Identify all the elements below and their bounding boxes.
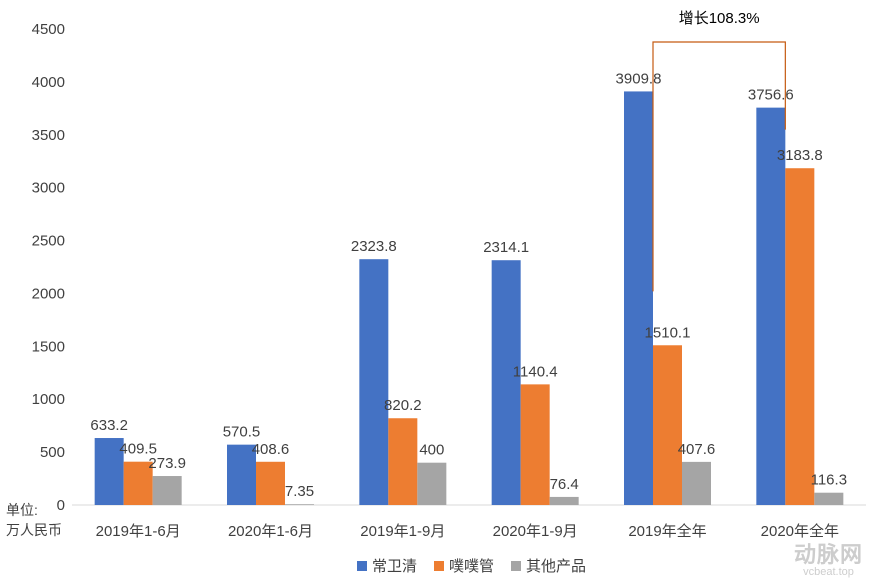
x-tick-label: 2020年1-9月: [493, 523, 578, 540]
y-tick-label: 1500: [32, 338, 65, 355]
x-tick-label: 2020年全年: [761, 522, 839, 540]
data-label: 1510.1: [645, 324, 691, 341]
data-label: 3183.8: [777, 147, 823, 164]
bar-2-5: [653, 345, 682, 505]
bar-1-6: [756, 107, 786, 506]
unit-label-line1: 单位:: [6, 502, 38, 518]
legend-label-2: 噗噗管: [449, 558, 494, 575]
data-label: 3756.6: [748, 87, 794, 104]
y-tick-label: 0: [57, 497, 65, 514]
data-label: 7.35: [285, 483, 314, 500]
data-label: 570.5: [223, 424, 261, 441]
x-tick-label: 2020年1-6月: [228, 523, 313, 540]
watermark-url: vcbeat.top: [803, 566, 854, 578]
legend-swatch-3: [511, 561, 521, 571]
bar-3-2: [285, 504, 314, 505]
legend-label-1: 常卫清: [372, 558, 417, 575]
bar-3-1: [152, 476, 182, 505]
data-label: 273.9: [148, 455, 186, 472]
y-tick-label: 3000: [32, 180, 65, 197]
y-tick-label: 4500: [32, 21, 65, 38]
y-tick-label: 3500: [32, 127, 65, 144]
bar-2-3: [388, 418, 418, 505]
data-label: 400: [419, 442, 444, 459]
bar-2-4: [520, 384, 550, 505]
bar-1-2: [227, 444, 256, 505]
data-label: 3909.8: [616, 70, 662, 87]
watermark-logo: 动脉网: [793, 542, 863, 567]
bar-2-2: [256, 461, 285, 505]
data-label: 408.6: [252, 441, 290, 458]
watermark: 动脉网 vcbeat.top: [793, 542, 863, 579]
y-tick-label: 500: [40, 444, 65, 461]
y-tick-label: 4000: [32, 74, 65, 91]
data-label: 1140.4: [513, 363, 558, 380]
data-label: 820.2: [384, 397, 422, 414]
legend-label-3: 其他产品: [526, 558, 586, 575]
unit-label-line2: 万人民币: [6, 522, 62, 538]
growth-annotation: 增长108.3%: [679, 10, 760, 27]
bar-3-4: [549, 496, 579, 505]
bar-1-1: [94, 438, 124, 505]
bar-1-3: [359, 259, 389, 505]
data-label: 116.3: [811, 472, 847, 489]
data-label: 2323.8: [351, 238, 397, 255]
legend-swatch-1: [357, 561, 367, 571]
y-axis-unit-label: 单位: 万人民币: [6, 500, 62, 540]
legend-swatch-2: [434, 561, 444, 571]
x-tick-label: 2019年全年: [628, 522, 706, 540]
bar-2-6: [785, 168, 815, 505]
bar-3-6: [814, 492, 844, 505]
bar-1-4: [491, 260, 521, 505]
x-tick-label: 2019年1-6月: [96, 523, 181, 540]
y-tick-label: 2500: [32, 233, 65, 250]
bar-3-3: [417, 462, 447, 505]
data-label: 76.4: [550, 476, 579, 493]
data-label: 407.6: [678, 441, 716, 458]
bar-1-5: [624, 91, 653, 505]
y-tick-label: 1000: [32, 391, 65, 408]
data-label: 409.5: [119, 441, 157, 458]
y-tick-label: 2000: [32, 285, 65, 302]
x-tick-label: 2019年1-9月: [360, 523, 445, 540]
data-label: 633.2: [90, 417, 128, 434]
bar-2-1: [123, 461, 153, 505]
data-label: 2314.1: [483, 239, 529, 256]
growth-bracket: [652, 41, 786, 292]
bar-3-5: [682, 461, 711, 505]
